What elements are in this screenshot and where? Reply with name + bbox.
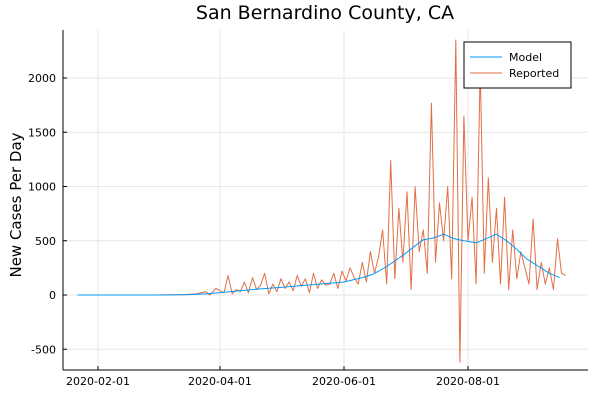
legend-label-reported: Reported — [509, 67, 559, 80]
x-tick-label: 2020-04-01 — [188, 375, 252, 388]
y-tick-label: -500 — [31, 343, 56, 356]
series-line-reported — [77, 39, 566, 363]
x-tick-label: 2020-02-01 — [66, 375, 130, 388]
y-tick-label: 1000 — [28, 181, 56, 194]
x-tick-label: 2020-08-01 — [436, 375, 500, 388]
y-tick-label: 2000 — [28, 72, 56, 85]
legend: Model Reported — [463, 41, 572, 89]
y-tick-label: 0 — [49, 289, 56, 302]
y-tick-label: 1500 — [28, 126, 56, 139]
series — [77, 39, 566, 363]
y-axis-label: New Cases Per Day — [7, 132, 25, 277]
series-line-model — [77, 233, 560, 296]
ticks: -500 0 500 1000 1500 2000 2020-02-01 2020-04-01… — [28, 72, 500, 388]
legend-box — [463, 41, 572, 89]
y-tick-label: 500 — [35, 235, 56, 248]
chart-title: San Bernardino County, CA — [196, 2, 454, 24]
legend-label-model: Model — [509, 51, 542, 64]
axes — [62, 30, 588, 371]
x-tick-label: 2020-06-01 — [312, 375, 376, 388]
